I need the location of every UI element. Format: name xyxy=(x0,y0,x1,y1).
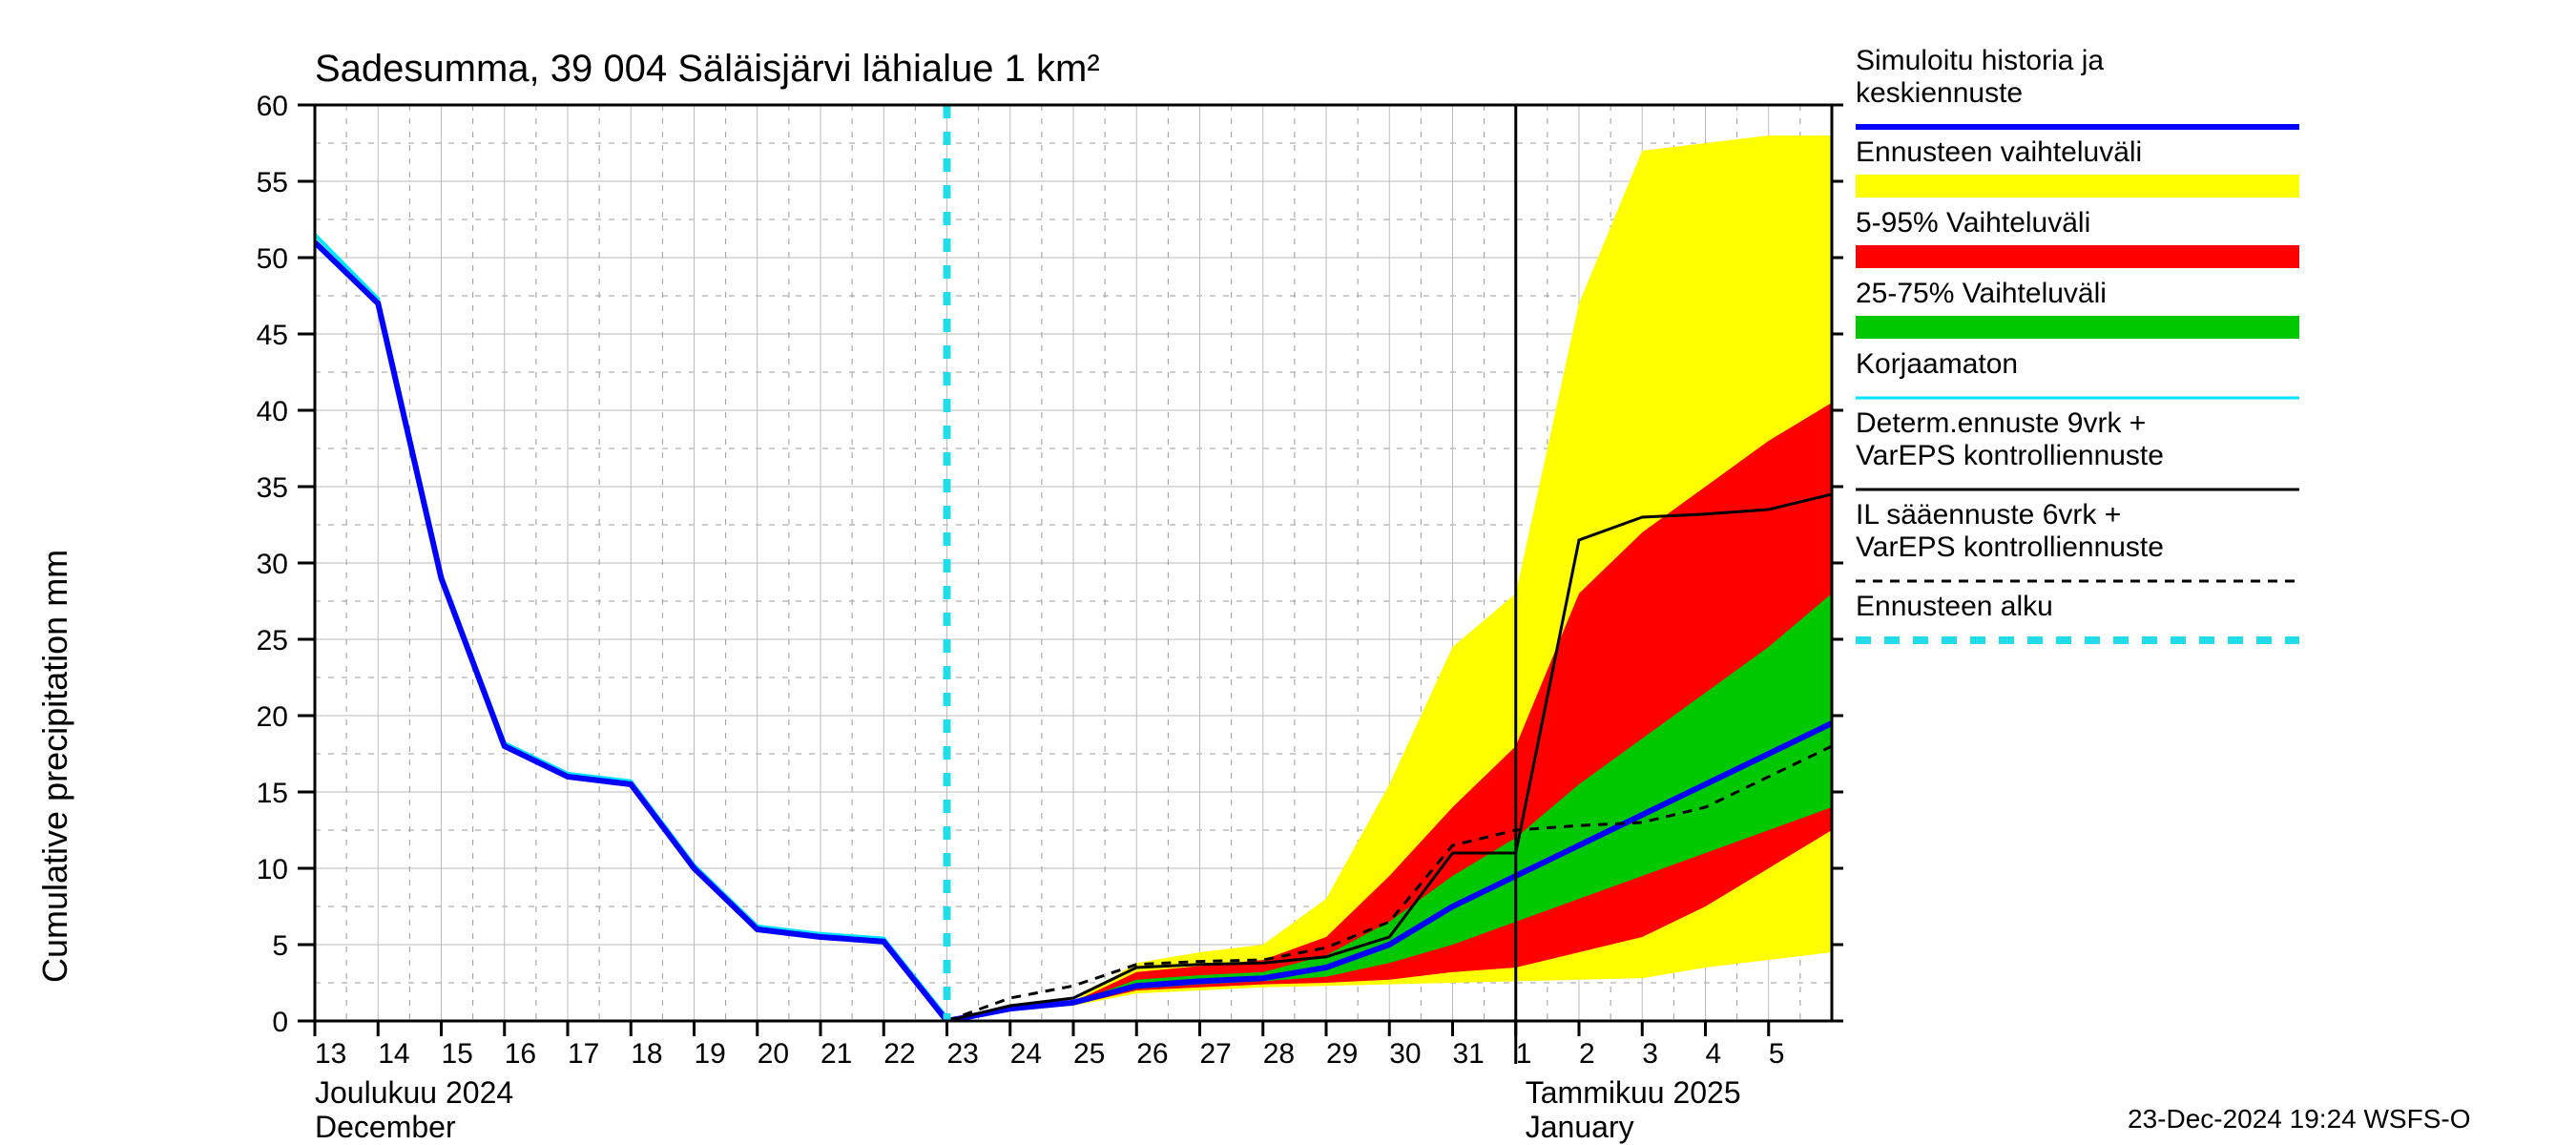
y-tick-label: 20 xyxy=(257,701,288,733)
legend-label: VarEPS kontrolliennuste xyxy=(1856,440,2164,471)
legend-label: Determ.ennuste 9vrk + xyxy=(1856,407,2146,439)
x-tick-label: 16 xyxy=(505,1038,536,1070)
month-right-2: January xyxy=(1526,1110,1634,1144)
y-tick-label: 45 xyxy=(257,320,288,351)
x-tick-label: 26 xyxy=(1136,1038,1168,1070)
x-tick-label: 25 xyxy=(1073,1038,1105,1070)
x-tick-label: 30 xyxy=(1389,1038,1421,1070)
month-left-1: Joulukuu 2024 xyxy=(315,1075,513,1110)
x-tick-label: 27 xyxy=(1200,1038,1232,1070)
chart-container: 0510152025303540455055601314151617181920… xyxy=(0,0,2576,1145)
y-tick-label: 0 xyxy=(272,1007,288,1038)
x-tick-label: 15 xyxy=(442,1038,473,1070)
x-tick-label: 28 xyxy=(1263,1038,1295,1070)
x-tick-label: 29 xyxy=(1326,1038,1358,1070)
legend-label: Ennusteen vaihteluväli xyxy=(1856,136,2142,168)
legend-label: Korjaamaton xyxy=(1856,348,2018,380)
y-tick-label: 5 xyxy=(272,930,288,962)
legend-label: 5-95% Vaihteluväli xyxy=(1856,207,2090,239)
x-tick-label: 14 xyxy=(378,1038,409,1070)
chart-svg: 0510152025303540455055601314151617181920… xyxy=(0,0,2576,1145)
x-tick-label: 13 xyxy=(315,1038,346,1070)
legend-label: keskiennuste xyxy=(1856,77,2023,109)
legend-swatch xyxy=(1856,316,2299,339)
y-axis-label: Cumulative precipitation mm xyxy=(35,550,74,983)
legend-label: 25-75% Vaihteluväli xyxy=(1856,278,2107,309)
legend-swatch xyxy=(1856,245,2299,268)
x-tick-label: 17 xyxy=(568,1038,599,1070)
y-tick-label: 30 xyxy=(257,549,288,580)
y-tick-label: 55 xyxy=(257,167,288,198)
y-tick-label: 35 xyxy=(257,472,288,504)
x-tick-label: 1 xyxy=(1516,1038,1532,1070)
y-tick-label: 50 xyxy=(257,243,288,275)
y-tick-label: 10 xyxy=(257,854,288,885)
x-tick-label: 20 xyxy=(758,1038,789,1070)
y-tick-label: 40 xyxy=(257,396,288,427)
legend-swatch xyxy=(1856,175,2299,198)
y-tick-label: 15 xyxy=(257,778,288,809)
y-tick-label: 25 xyxy=(257,625,288,656)
legend-label: VarEPS kontrolliennuste xyxy=(1856,531,2164,563)
x-tick-label: 23 xyxy=(947,1038,979,1070)
legend-label: Ennusteen alku xyxy=(1856,591,2053,622)
x-tick-label: 18 xyxy=(631,1038,662,1070)
x-tick-label: 24 xyxy=(1010,1038,1042,1070)
x-tick-label: 5 xyxy=(1769,1038,1785,1070)
y-tick-label: 60 xyxy=(257,91,288,122)
legend-label: Simuloitu historia ja xyxy=(1856,45,2104,76)
chart-title: Sadesumma, 39 004 Säläisjärvi lähialue 1… xyxy=(315,48,1100,90)
x-tick-label: 21 xyxy=(821,1038,852,1070)
x-tick-label: 31 xyxy=(1453,1038,1485,1070)
footer-timestamp: 23-Dec-2024 19:24 WSFS-O xyxy=(2128,1104,2471,1134)
month-left-2: December xyxy=(315,1110,456,1144)
month-right-1: Tammikuu 2025 xyxy=(1526,1075,1741,1110)
legend-label: IL sääennuste 6vrk + xyxy=(1856,499,2121,531)
x-tick-label: 22 xyxy=(883,1038,915,1070)
x-tick-label: 4 xyxy=(1706,1038,1722,1070)
x-tick-label: 3 xyxy=(1642,1038,1658,1070)
x-tick-label: 19 xyxy=(695,1038,726,1070)
x-tick-label: 2 xyxy=(1579,1038,1595,1070)
